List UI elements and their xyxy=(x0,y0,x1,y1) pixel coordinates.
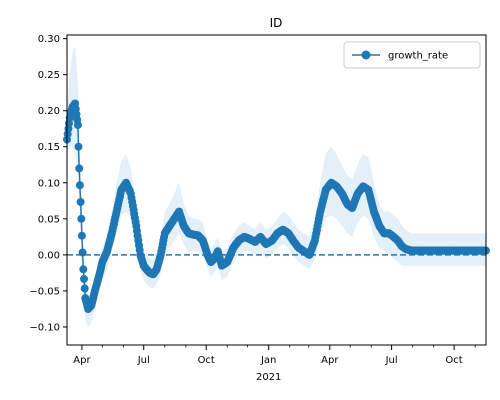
y-tick-label: 0.10 xyxy=(38,178,60,189)
axes-frame xyxy=(66,34,487,346)
data-point xyxy=(79,265,88,274)
y-tick-label: 0.30 xyxy=(38,34,60,45)
x-tick-year-label: 2021 xyxy=(256,372,281,383)
legend-label: growth_rate xyxy=(388,51,448,62)
y-tick-label: 0.00 xyxy=(38,250,60,261)
data-point xyxy=(80,284,89,293)
plot-area xyxy=(63,45,490,328)
axes: −0.10 −0.05 0.00 0.05 0.10 0.15 0.20 0.25 0.30 Ap… xyxy=(29,34,487,383)
data-point xyxy=(75,181,84,190)
y-tick-label: 0.15 xyxy=(38,142,60,153)
y-tick-label: 0.05 xyxy=(38,214,60,225)
legend-marker xyxy=(361,50,371,60)
x-tick-label: Jul xyxy=(385,355,398,366)
x-tick-label: Jul xyxy=(137,355,150,366)
data-point xyxy=(76,198,85,206)
data-point xyxy=(77,214,86,223)
data-point xyxy=(73,121,82,130)
x-tick-label: Apr xyxy=(321,355,339,366)
y-tick-label: −0.10 xyxy=(29,322,60,333)
data-point xyxy=(78,248,87,257)
x-tick-label: Jan xyxy=(260,355,276,366)
legend-box xyxy=(343,41,481,69)
x-tick-label: Oct xyxy=(198,355,215,366)
data-point xyxy=(74,142,83,151)
y-tick-label: 0.20 xyxy=(38,106,60,117)
x-tick-label: Apr xyxy=(73,355,91,366)
x-tick-label: Oct xyxy=(445,355,462,366)
data-point xyxy=(77,231,86,240)
y-tick-label: 0.25 xyxy=(38,70,60,81)
data-point xyxy=(75,164,84,173)
legend: growth_rate xyxy=(343,41,481,69)
y-tick-label: −0.05 xyxy=(29,286,60,297)
data-point xyxy=(80,274,88,283)
chart-title: ID xyxy=(270,16,283,30)
